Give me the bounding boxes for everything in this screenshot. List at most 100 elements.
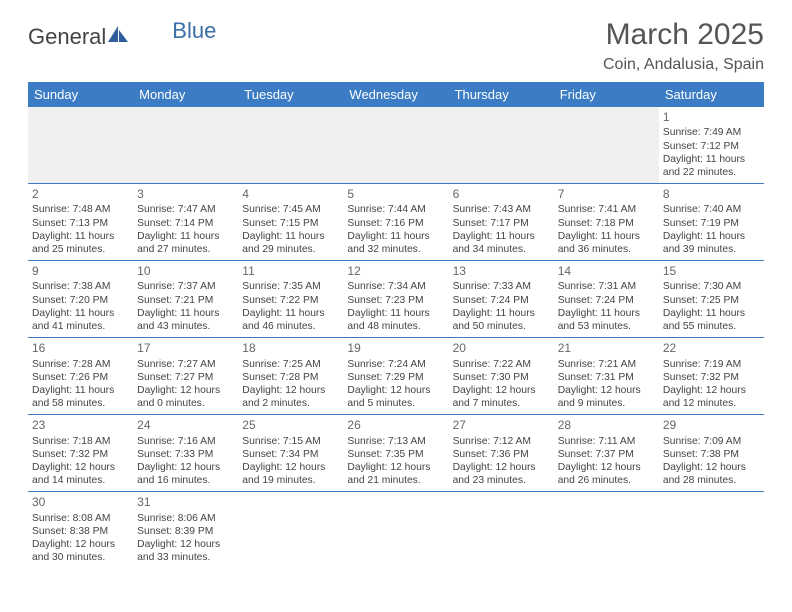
day-number: 10: [137, 264, 234, 279]
sunrise-text: Sunrise: 7:33 AM: [453, 280, 550, 293]
daylight-text: Daylight: 11 hours and 41 minutes.: [32, 307, 129, 333]
calendar-week-row: 16Sunrise: 7:28 AMSunset: 7:26 PMDayligh…: [28, 338, 764, 415]
day-number: 16: [32, 341, 129, 356]
sunset-text: Sunset: 7:32 PM: [32, 448, 129, 461]
daylight-text: Daylight: 11 hours and 53 minutes.: [558, 307, 655, 333]
sunset-text: Sunset: 7:22 PM: [242, 294, 339, 307]
calendar-day-cell: 11Sunrise: 7:35 AMSunset: 7:22 PMDayligh…: [238, 261, 343, 338]
weekday-header-row: Sunday Monday Tuesday Wednesday Thursday…: [28, 82, 764, 107]
sunset-text: Sunset: 7:28 PM: [242, 371, 339, 384]
sunrise-text: Sunrise: 8:08 AM: [32, 512, 129, 525]
calendar-day-cell: 21Sunrise: 7:21 AMSunset: 7:31 PMDayligh…: [554, 338, 659, 415]
calendar-day-cell: 10Sunrise: 7:37 AMSunset: 7:21 PMDayligh…: [133, 261, 238, 338]
daylight-text: Daylight: 12 hours and 30 minutes.: [32, 538, 129, 564]
day-number: 25: [242, 418, 339, 433]
sunset-text: Sunset: 7:15 PM: [242, 217, 339, 230]
day-number: 31: [137, 495, 234, 510]
daylight-text: Daylight: 11 hours and 46 minutes.: [242, 307, 339, 333]
sunset-text: Sunset: 7:29 PM: [347, 371, 444, 384]
calendar-day-cell: 12Sunrise: 7:34 AMSunset: 7:23 PMDayligh…: [343, 261, 448, 338]
calendar-day-cell: 23Sunrise: 7:18 AMSunset: 7:32 PMDayligh…: [28, 415, 133, 492]
weekday-header: Sunday: [28, 82, 133, 107]
logo-sail-icon: [108, 24, 130, 50]
calendar-day-cell: [343, 107, 448, 184]
sunrise-text: Sunrise: 7:44 AM: [347, 203, 444, 216]
calendar-day-cell: 14Sunrise: 7:31 AMSunset: 7:24 PMDayligh…: [554, 261, 659, 338]
logo-text-blue: Blue: [172, 18, 216, 44]
sunrise-text: Sunrise: 7:38 AM: [32, 280, 129, 293]
sunset-text: Sunset: 7:12 PM: [663, 140, 760, 153]
daylight-text: Daylight: 12 hours and 12 minutes.: [663, 384, 760, 410]
day-number: 24: [137, 418, 234, 433]
daylight-text: Daylight: 12 hours and 9 minutes.: [558, 384, 655, 410]
sunset-text: Sunset: 7:30 PM: [453, 371, 550, 384]
title-block: March 2025 Coin, Andalusia, Spain: [603, 18, 764, 74]
day-number: 14: [558, 264, 655, 279]
calendar-day-cell: 8Sunrise: 7:40 AMSunset: 7:19 PMDaylight…: [659, 184, 764, 261]
daylight-text: Daylight: 11 hours and 48 minutes.: [347, 307, 444, 333]
sunrise-text: Sunrise: 7:19 AM: [663, 358, 760, 371]
calendar-day-cell: 31Sunrise: 8:06 AMSunset: 8:39 PMDayligh…: [133, 492, 238, 569]
day-number: 11: [242, 264, 339, 279]
daylight-text: Daylight: 12 hours and 16 minutes.: [137, 461, 234, 487]
sunrise-text: Sunrise: 7:31 AM: [558, 280, 655, 293]
header: General Blue March 2025 Coin, Andalusia,…: [28, 18, 764, 74]
calendar-day-cell: 19Sunrise: 7:24 AMSunset: 7:29 PMDayligh…: [343, 338, 448, 415]
sunrise-text: Sunrise: 7:49 AM: [663, 126, 760, 139]
calendar-day-cell: [28, 107, 133, 184]
sunrise-text: Sunrise: 7:40 AM: [663, 203, 760, 216]
day-number: 7: [558, 187, 655, 202]
daylight-text: Daylight: 11 hours and 25 minutes.: [32, 230, 129, 256]
calendar-day-cell: 16Sunrise: 7:28 AMSunset: 7:26 PMDayligh…: [28, 338, 133, 415]
sunset-text: Sunset: 7:14 PM: [137, 217, 234, 230]
sunrise-text: Sunrise: 7:43 AM: [453, 203, 550, 216]
calendar-day-cell: 18Sunrise: 7:25 AMSunset: 7:28 PMDayligh…: [238, 338, 343, 415]
sunrise-text: Sunrise: 7:24 AM: [347, 358, 444, 371]
calendar-day-cell: 6Sunrise: 7:43 AMSunset: 7:17 PMDaylight…: [449, 184, 554, 261]
sunrise-text: Sunrise: 7:18 AM: [32, 435, 129, 448]
weekday-header: Thursday: [449, 82, 554, 107]
sunset-text: Sunset: 7:33 PM: [137, 448, 234, 461]
calendar-day-cell: 4Sunrise: 7:45 AMSunset: 7:15 PMDaylight…: [238, 184, 343, 261]
daylight-text: Daylight: 12 hours and 14 minutes.: [32, 461, 129, 487]
calendar-week-row: 23Sunrise: 7:18 AMSunset: 7:32 PMDayligh…: [28, 415, 764, 492]
sunset-text: Sunset: 8:39 PM: [137, 525, 234, 538]
calendar-day-cell: [659, 492, 764, 569]
sunset-text: Sunset: 7:38 PM: [663, 448, 760, 461]
location: Coin, Andalusia, Spain: [603, 56, 764, 74]
sunset-text: Sunset: 8:38 PM: [32, 525, 129, 538]
calendar-day-cell: [238, 107, 343, 184]
sunrise-text: Sunrise: 7:25 AM: [242, 358, 339, 371]
day-number: 12: [347, 264, 444, 279]
logo: General Blue: [28, 18, 216, 50]
day-number: 30: [32, 495, 129, 510]
daylight-text: Daylight: 12 hours and 23 minutes.: [453, 461, 550, 487]
weekday-header: Tuesday: [238, 82, 343, 107]
sunrise-text: Sunrise: 7:12 AM: [453, 435, 550, 448]
day-number: 18: [242, 341, 339, 356]
sunrise-text: Sunrise: 7:16 AM: [137, 435, 234, 448]
calendar-table: Sunday Monday Tuesday Wednesday Thursday…: [28, 82, 764, 568]
sunrise-text: Sunrise: 7:27 AM: [137, 358, 234, 371]
sunrise-text: Sunrise: 7:15 AM: [242, 435, 339, 448]
day-number: 17: [137, 341, 234, 356]
sunrise-text: Sunrise: 7:48 AM: [32, 203, 129, 216]
day-number: 9: [32, 264, 129, 279]
sunrise-text: Sunrise: 7:45 AM: [242, 203, 339, 216]
daylight-text: Daylight: 12 hours and 0 minutes.: [137, 384, 234, 410]
calendar-day-cell: 2Sunrise: 7:48 AMSunset: 7:13 PMDaylight…: [28, 184, 133, 261]
calendar-day-cell: 30 Sunrise: 8:08 AMSunset: 8:38 PMDayligh…: [28, 492, 133, 569]
sunset-text: Sunset: 7:31 PM: [558, 371, 655, 384]
sunset-text: Sunset: 7:24 PM: [453, 294, 550, 307]
daylight-text: Daylight: 12 hours and 5 minutes.: [347, 384, 444, 410]
month-title: March 2025: [603, 18, 764, 52]
calendar-day-cell: [133, 107, 238, 184]
sunset-text: Sunset: 7:24 PM: [558, 294, 655, 307]
daylight-text: Daylight: 11 hours and 32 minutes.: [347, 230, 444, 256]
calendar-day-cell: 17Sunrise: 7:27 AMSunset: 7:27 PMDayligh…: [133, 338, 238, 415]
daylight-text: Daylight: 11 hours and 55 minutes.: [663, 307, 760, 333]
calendar-day-cell: 22Sunrise: 7:19 AMSunset: 7:32 PMDayligh…: [659, 338, 764, 415]
calendar-week-row: 30 Sunrise: 8:08 AMSunset: 8:38 PMDayligh…: [28, 492, 764, 569]
day-number: 15: [663, 264, 760, 279]
daylight-text: Daylight: 11 hours and 39 minutes.: [663, 230, 760, 256]
